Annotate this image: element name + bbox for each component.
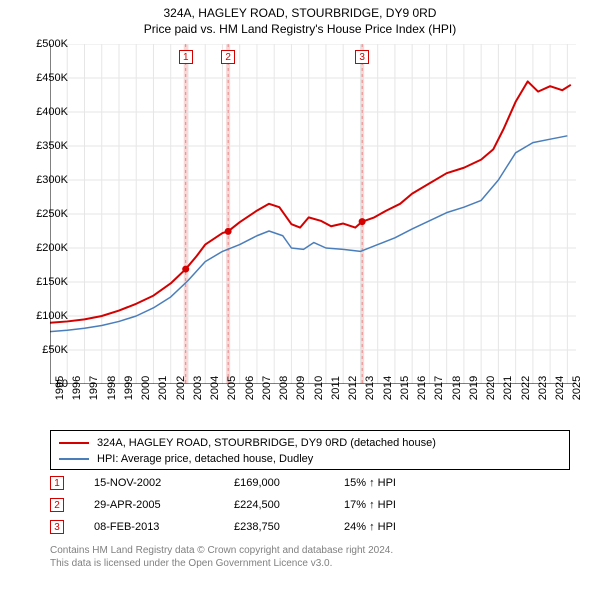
x-tick-label: 2020 (485, 376, 497, 400)
footer: Contains HM Land Registry data © Crown c… (50, 544, 393, 570)
y-tick-label: £400K (24, 106, 68, 118)
legend-swatch (59, 458, 89, 460)
x-tick-label: 1996 (71, 376, 83, 400)
x-tick-label: 2022 (520, 376, 532, 400)
x-tick-label: 2005 (226, 376, 238, 400)
sales-row: 3 08-FEB-2013 £238,750 24% ↑ HPI (50, 516, 396, 538)
x-tick-label: 2004 (209, 376, 221, 400)
x-tick-label: 2002 (175, 376, 187, 400)
y-tick-label: £350K (24, 140, 68, 152)
x-tick-label: 2018 (451, 376, 463, 400)
sale-date: 15-NOV-2002 (94, 477, 234, 489)
chart-svg (50, 44, 576, 384)
x-tick-label: 2001 (157, 376, 169, 400)
y-tick-label: £450K (24, 72, 68, 84)
x-tick-label: 2016 (416, 376, 428, 400)
x-tick-label: 2006 (244, 376, 256, 400)
x-tick-label: 2011 (330, 376, 342, 400)
x-tick-label: 2021 (502, 376, 514, 400)
legend-label: HPI: Average price, detached house, Dudl… (97, 453, 313, 465)
sale-marker-icon: 2 (50, 498, 64, 512)
x-tick-label: 2008 (278, 376, 290, 400)
sale-delta: 15% ↑ HPI (344, 477, 396, 489)
x-tick-label: 2019 (468, 376, 480, 400)
x-tick-label: 2025 (571, 376, 583, 400)
sale-marker-icon: 3 (50, 520, 64, 534)
y-tick-label: £100K (24, 310, 68, 322)
sale-date: 08-FEB-2013 (94, 521, 234, 533)
x-tick-label: 2012 (347, 376, 359, 400)
x-tick-label: 2000 (140, 376, 152, 400)
sale-price: £224,500 (234, 499, 344, 511)
sale-price: £169,000 (234, 477, 344, 489)
sales-row: 1 15-NOV-2002 £169,000 15% ↑ HPI (50, 472, 396, 494)
x-tick-label: 1998 (106, 376, 118, 400)
legend-swatch (59, 442, 89, 444)
footer-line: This data is licensed under the Open Gov… (50, 557, 393, 570)
page-root: 324A, HAGLEY ROAD, STOURBRIDGE, DY9 0RD … (0, 0, 600, 590)
x-tick-label: 2010 (313, 376, 325, 400)
x-tick-label: 2017 (433, 376, 445, 400)
x-tick-label: 1999 (123, 376, 135, 400)
chart-sale-marker-icon: 2 (221, 50, 235, 64)
legend: 324A, HAGLEY ROAD, STOURBRIDGE, DY9 0RD … (50, 430, 570, 470)
chart-sale-marker-icon: 3 (355, 50, 369, 64)
chart-sale-marker-icon: 1 (179, 50, 193, 64)
sale-date: 29-APR-2005 (94, 499, 234, 511)
sales-row: 2 29-APR-2005 £224,500 17% ↑ HPI (50, 494, 396, 516)
x-tick-label: 2023 (537, 376, 549, 400)
x-tick-label: 2024 (554, 376, 566, 400)
sale-marker-number: 3 (54, 522, 60, 533)
chart-area (50, 44, 576, 384)
x-tick-label: 1997 (88, 376, 100, 400)
y-tick-label: £250K (24, 208, 68, 220)
sale-marker-number: 1 (54, 478, 60, 489)
chart-title: 324A, HAGLEY ROAD, STOURBRIDGE, DY9 0RD (0, 0, 600, 22)
legend-label: 324A, HAGLEY ROAD, STOURBRIDGE, DY9 0RD … (97, 437, 436, 449)
y-tick-label: £50K (24, 344, 68, 356)
chart-subtitle: Price paid vs. HM Land Registry's House … (0, 22, 600, 42)
y-tick-label: £500K (24, 38, 68, 50)
x-tick-label: 2013 (364, 376, 376, 400)
x-tick-label: 2007 (261, 376, 273, 400)
x-tick-label: 2015 (399, 376, 411, 400)
x-tick-label: 2003 (192, 376, 204, 400)
y-tick-label: £150K (24, 276, 68, 288)
sale-delta: 24% ↑ HPI (344, 521, 396, 533)
sale-marker-number: 2 (54, 500, 60, 511)
x-tick-label: 2009 (295, 376, 307, 400)
legend-item: HPI: Average price, detached house, Dudl… (59, 451, 561, 467)
x-tick-label: 1995 (54, 376, 66, 400)
y-tick-label: £300K (24, 174, 68, 186)
legend-item: 324A, HAGLEY ROAD, STOURBRIDGE, DY9 0RD … (59, 435, 561, 451)
sale-marker-icon: 1 (50, 476, 64, 490)
y-tick-label: £200K (24, 242, 68, 254)
footer-line: Contains HM Land Registry data © Crown c… (50, 544, 393, 557)
sales-table: 1 15-NOV-2002 £169,000 15% ↑ HPI 2 29-AP… (50, 472, 396, 538)
x-tick-label: 2014 (382, 376, 394, 400)
sale-delta: 17% ↑ HPI (344, 499, 396, 511)
sale-price: £238,750 (234, 521, 344, 533)
